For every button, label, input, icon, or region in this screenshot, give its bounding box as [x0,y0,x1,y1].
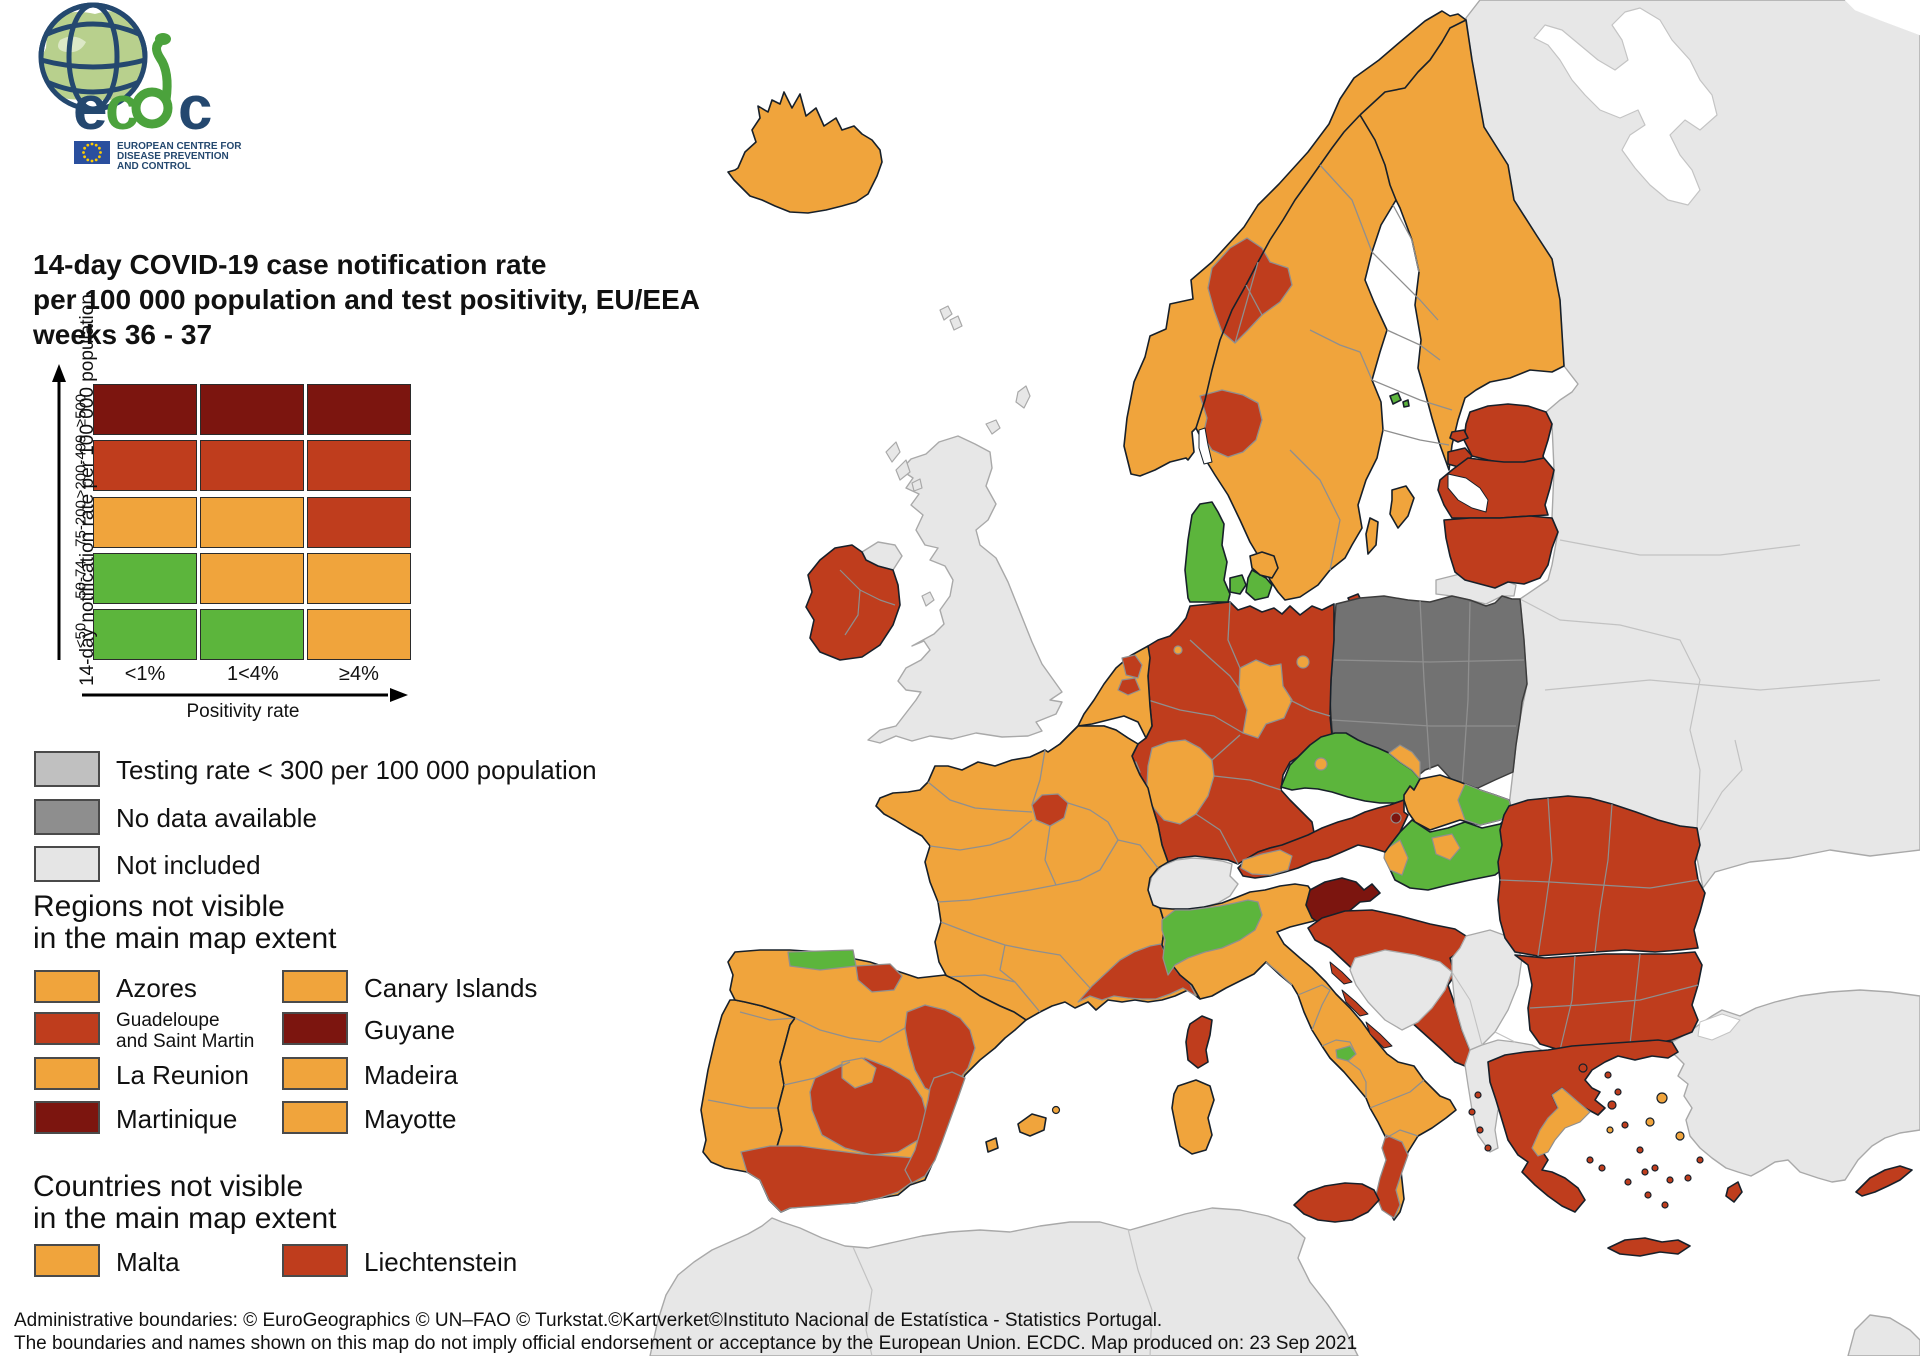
svg-text:DISEASE PREVENTION: DISEASE PREVENTION [117,151,229,162]
svg-text:e: e [73,74,106,143]
svg-text:EUROPEAN CENTRE FOR: EUROPEAN CENTRE FOR [117,141,242,152]
svg-text:AND CONTROL: AND CONTROL [117,161,191,172]
svg-text:c: c [178,74,212,143]
